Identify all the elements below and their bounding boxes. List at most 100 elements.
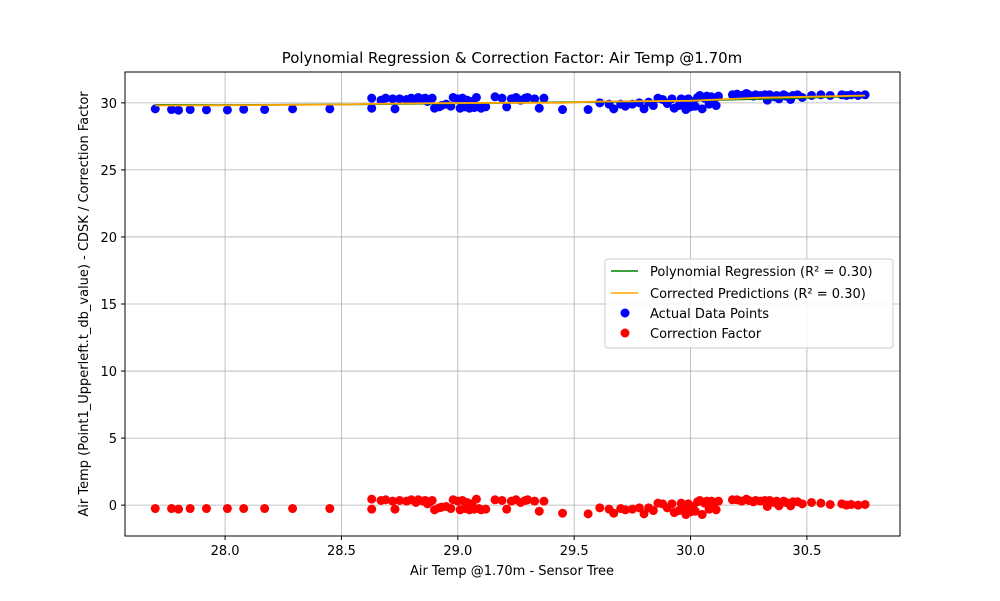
x-tick-label: 30.5 bbox=[792, 544, 821, 559]
actual-data-points-point bbox=[367, 93, 377, 103]
actual-data-points-point bbox=[502, 102, 512, 112]
actual-data-points-point bbox=[609, 104, 619, 114]
correction-factor-point bbox=[860, 499, 870, 509]
actual-data-points-point bbox=[530, 94, 540, 104]
correction-factor-point bbox=[446, 504, 456, 514]
actual-data-points-point bbox=[497, 93, 507, 103]
x-tick-label: 28.5 bbox=[327, 544, 356, 559]
actual-data-points-point bbox=[471, 92, 481, 102]
correction-factor-point bbox=[222, 504, 232, 514]
y-tick-label: 15 bbox=[100, 298, 117, 313]
actual-data-points-point bbox=[150, 104, 160, 114]
actual-data-points-point bbox=[325, 104, 335, 114]
correction-factor-point bbox=[239, 504, 249, 514]
correction-factor-point bbox=[367, 504, 377, 514]
correction-factor-point bbox=[201, 504, 211, 514]
actual-data-points-point bbox=[583, 105, 593, 115]
chart-title: Polynomial Regression & Correction Facto… bbox=[282, 49, 743, 67]
correction-factor-point bbox=[797, 499, 807, 509]
correction-factor-point bbox=[583, 509, 593, 519]
y-tick-label: 20 bbox=[100, 231, 117, 246]
correction-factor-point bbox=[427, 495, 437, 505]
actual-data-points-point bbox=[807, 90, 817, 100]
corrected-predictions-line bbox=[155, 94, 866, 107]
correction-factor-point bbox=[481, 504, 491, 514]
y-tick-label: 0 bbox=[109, 499, 117, 514]
legend-marker-correction bbox=[620, 328, 630, 338]
x-tick-label: 28.0 bbox=[211, 544, 240, 559]
legend-label-polynomial: Polynomial Regression (R² = 0.30) bbox=[650, 265, 873, 280]
x-tick-label: 30.0 bbox=[676, 544, 705, 559]
actual-data-points-point bbox=[713, 91, 723, 101]
actual-data-points-point bbox=[167, 105, 177, 115]
correction-factor-point bbox=[711, 505, 721, 515]
correction-factor-point bbox=[502, 504, 512, 514]
correction-factor-point bbox=[523, 495, 533, 505]
actual-data-points-point bbox=[239, 104, 249, 114]
y-tick-label: 30 bbox=[100, 97, 117, 112]
correction-factor-point bbox=[150, 504, 160, 514]
correction-factor-point bbox=[620, 505, 630, 515]
actual-data-points-point bbox=[711, 101, 721, 111]
correction-factor-point bbox=[260, 504, 270, 514]
correction-factor-point bbox=[325, 504, 335, 514]
correction-factor-point bbox=[697, 510, 707, 520]
actual-data-points-point bbox=[648, 101, 658, 111]
correction-factor-point bbox=[627, 504, 637, 514]
correction-factor-point bbox=[558, 508, 568, 518]
actual-data-points-point bbox=[595, 98, 605, 108]
correction-factor-point bbox=[388, 496, 398, 506]
correction-factor-point bbox=[530, 496, 540, 506]
actual-data-points-point bbox=[260, 105, 270, 115]
correction-factor-point bbox=[185, 504, 195, 514]
legend: Polynomial Regression (R² = 0.30) Correc… bbox=[604, 258, 894, 349]
correction-factor-point bbox=[816, 498, 826, 508]
actual-data-points-point bbox=[860, 90, 870, 100]
actual-data-points-point bbox=[523, 92, 533, 102]
actual-data-points-point bbox=[201, 105, 211, 115]
actual-data-points-point bbox=[690, 101, 700, 111]
correction-factor-point bbox=[539, 496, 549, 506]
correction-factor-point bbox=[825, 499, 835, 509]
actual-data-points-point bbox=[388, 94, 398, 104]
actual-data-points-point bbox=[367, 103, 377, 113]
actual-data-points-point bbox=[427, 93, 437, 103]
actual-data-points-point bbox=[639, 104, 649, 114]
correction-factor-point bbox=[807, 497, 817, 507]
x-tick-label: 29.0 bbox=[443, 544, 472, 559]
actual-data-points-point bbox=[395, 94, 405, 104]
correction-factor-point bbox=[490, 495, 500, 505]
legend-marker-actual bbox=[620, 308, 630, 318]
correction-factor-point bbox=[167, 504, 177, 514]
actual-data-points-point bbox=[174, 105, 184, 115]
x-axis-title: Air Temp @1.70m - Sensor Tree bbox=[410, 564, 614, 579]
correction-factor-point bbox=[471, 494, 481, 504]
actual-data-points-point bbox=[288, 104, 298, 114]
actual-data-points-point bbox=[539, 93, 549, 103]
legend-label-corrected: Corrected Predictions (R² = 0.30) bbox=[650, 287, 866, 302]
actual-data-points-point bbox=[390, 104, 400, 114]
correction-factor-point bbox=[609, 508, 619, 518]
correction-factor-point bbox=[648, 506, 658, 516]
correction-factor-point bbox=[534, 506, 544, 516]
correction-factor-point bbox=[667, 499, 677, 509]
y-tick-label: 25 bbox=[100, 164, 117, 179]
correction-factor-point bbox=[367, 494, 377, 504]
correction-factor-point bbox=[713, 496, 723, 506]
correction-factor-point bbox=[390, 504, 400, 514]
actual-data-points-point bbox=[490, 92, 500, 102]
legend-label-actual: Actual Data Points bbox=[650, 307, 769, 322]
actual-data-points-point bbox=[620, 101, 630, 111]
y-tick-label: 5 bbox=[109, 432, 117, 447]
correction-factor-point bbox=[381, 495, 391, 505]
correction-factor-point bbox=[853, 500, 863, 510]
actual-data-points-point bbox=[381, 93, 391, 103]
tick-layer: 28.0 28.5 29.0 29.5 30.0 30.5 0 5 10 15 20 25 30 bbox=[100, 97, 821, 559]
correction-factor-point bbox=[690, 506, 700, 516]
correction-factor-point bbox=[288, 504, 298, 514]
actual-data-points-point bbox=[481, 102, 491, 112]
y-axis-title: Air Temp (Point1_Upperleft.t_db_value) -… bbox=[77, 91, 92, 517]
correction-factor-point bbox=[497, 495, 507, 505]
actual-data-points-point bbox=[558, 105, 568, 115]
actual-data-points-point bbox=[222, 105, 232, 115]
